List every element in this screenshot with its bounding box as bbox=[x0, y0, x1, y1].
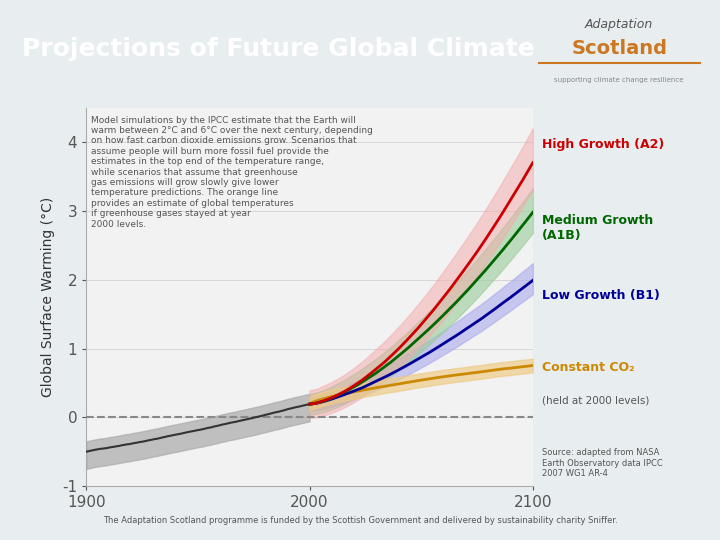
Text: Adaptation: Adaptation bbox=[585, 18, 653, 31]
Text: Medium Growth
(A1B): Medium Growth (A1B) bbox=[542, 214, 654, 242]
Text: Constant CO₂: Constant CO₂ bbox=[542, 361, 634, 374]
Text: supporting climate change resilience: supporting climate change resilience bbox=[554, 77, 684, 83]
Text: Source: adapted from NASA
Earth Observatory data IPCC
2007 WG1 AR-4: Source: adapted from NASA Earth Observat… bbox=[542, 448, 663, 478]
Text: Projections of Future Global Climate: Projections of Future Global Climate bbox=[22, 37, 534, 60]
Text: The Adaptation Scotland programme is funded by the Scottish Government and deliv: The Adaptation Scotland programme is fun… bbox=[103, 516, 617, 525]
Text: Scotland: Scotland bbox=[571, 39, 667, 58]
Text: Low Growth (B1): Low Growth (B1) bbox=[542, 289, 660, 302]
Text: (held at 2000 levels): (held at 2000 levels) bbox=[542, 395, 649, 406]
Text: Model simulations by the IPCC estimate that the Earth will
warm between 2°C and : Model simulations by the IPCC estimate t… bbox=[91, 116, 373, 228]
Y-axis label: Global Surface Warming (°C): Global Surface Warming (°C) bbox=[41, 197, 55, 397]
Text: High Growth (A2): High Growth (A2) bbox=[542, 138, 665, 151]
